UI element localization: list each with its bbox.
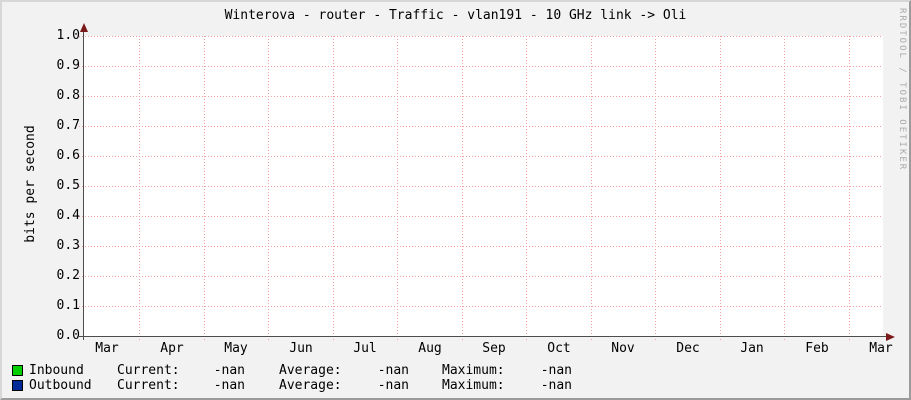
y-tick-label: 0.5 [56, 178, 80, 193]
rrdtool-watermark: RRDTOOL / TOBI OETIKER [897, 8, 907, 172]
x-tick-label: May [224, 341, 248, 356]
y-tick-label: 0.6 [56, 148, 80, 163]
y-axis-line [83, 29, 84, 340]
legend-col-maximum: Maximum: [442, 363, 505, 378]
legend-average-value: -nan [377, 378, 409, 393]
x-tick-label: Nov [611, 341, 635, 356]
x-tick-label: Jul [353, 341, 377, 356]
y-tick-label: 1.0 [56, 28, 80, 43]
x-tick-label: Sep [482, 341, 506, 356]
legend-maximum-value: -nan [540, 363, 572, 378]
y-tick-label: 0.1 [56, 298, 80, 313]
legend-col-average: Average: [279, 363, 342, 378]
x-axis-arrow-icon [886, 333, 895, 341]
legend-swatch-inbound [12, 365, 23, 376]
y-axis-arrow-icon [80, 23, 88, 32]
x-tick-label: Mar [869, 341, 893, 356]
y-tick-label: 0.0 [56, 328, 80, 343]
legend-average-value: -nan [377, 363, 409, 378]
legend-series-name: Inbound [29, 363, 84, 378]
legend-col-current: Current: [117, 378, 180, 393]
y-tick-label: 0.8 [56, 88, 80, 103]
x-tick-label: Apr [160, 341, 184, 356]
x-axis-line [77, 336, 886, 337]
legend-series-name: Outbound [29, 378, 92, 393]
legend-swatch-outbound [12, 380, 23, 391]
x-tick-label: Aug [418, 341, 442, 356]
legend-col-average: Average: [279, 378, 342, 393]
x-tick-label: Jan [740, 341, 764, 356]
legend-current-value: -nan [213, 378, 245, 393]
x-tick-label: Dec [676, 341, 700, 356]
x-tick-label: Oct [547, 341, 571, 356]
y-tick-label: 0.4 [56, 208, 80, 223]
legend-col-maximum: Maximum: [442, 378, 505, 393]
legend-current-value: -nan [213, 363, 245, 378]
legend-maximum-value: -nan [540, 378, 572, 393]
legend-row: Outbound Current: -nan Average: -nan Maximum:… [2, 378, 909, 393]
y-tick-label: 0.9 [56, 58, 80, 73]
x-tick-label: Feb [805, 341, 829, 356]
graph-title: Winterova - router - Traffic - vlan191 -… [224, 8, 687, 23]
x-tick-label: Jun [289, 341, 313, 356]
legend-col-current: Current: [117, 363, 180, 378]
y-tick-label: 0.2 [56, 268, 80, 283]
y-tick-label: 0.7 [56, 118, 80, 133]
x-tick-label: Mar [95, 341, 119, 356]
y-tick-label: 0.3 [56, 238, 80, 253]
legend-row: Inbound Current: -nan Average: -nan Maximum: -… [2, 363, 909, 378]
